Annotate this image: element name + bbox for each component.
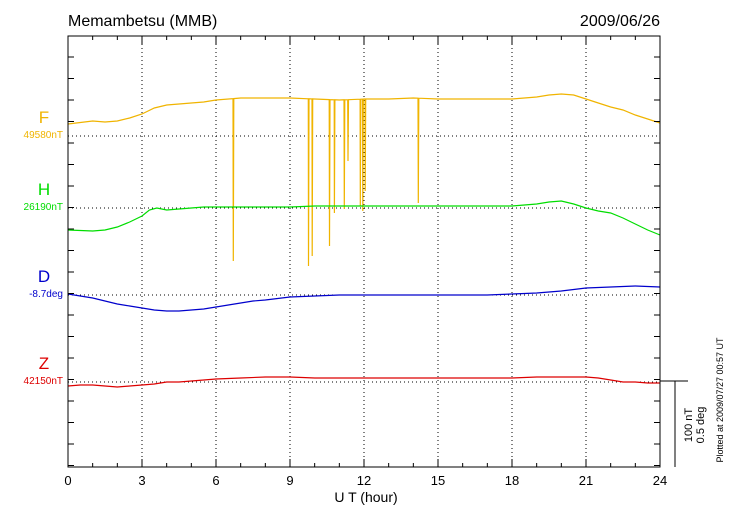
scale-bar: 100 nT 0.5 deg [660,380,707,467]
x-tick-label: 15 [431,473,445,488]
series-layer [67,93,661,388]
baseline-label-f: 49580nT [24,130,63,141]
plotted-at-note: Plotted at 2009/07/27 00:57 UT [715,337,725,463]
x-tick-label: 6 [212,473,219,488]
x-tick-label: 3 [138,473,145,488]
series-label-d: D [38,267,50,286]
series-label-z: Z [39,354,49,373]
series-line-z [67,376,660,388]
x-tick-label: 0 [64,473,71,488]
series-line-h [67,200,661,236]
baseline-label-d: -8.7deg [29,289,63,300]
axes: 0 3 6 9 12 15 18 21 24 F 49580nT H 26190nT D -8.7deg Z 4… [24,36,667,488]
series-label-h: H [38,180,50,199]
x-tick-label: 21 [579,473,593,488]
series-label-f: F [39,108,49,127]
x-tick-label: 12 [357,473,371,488]
x-tick-label: 24 [653,473,667,488]
date-label: 2009/06/26 [580,13,660,30]
x-axis-label: U T (hour) [334,489,397,505]
grid [68,36,660,467]
baseline-label-h: 26190nT [24,202,63,213]
baseline-label-z: 42150nT [24,376,63,387]
scale-bar-deg-label: 0.5 deg [695,407,707,444]
station-title: Memambetsu (MMB) [68,13,217,30]
series-line-f [67,93,661,267]
scale-bar-nt-label: 100 nT [683,408,695,443]
x-tick-label: 9 [286,473,293,488]
series-line-d [67,285,661,312]
x-tick-label: 18 [505,473,519,488]
